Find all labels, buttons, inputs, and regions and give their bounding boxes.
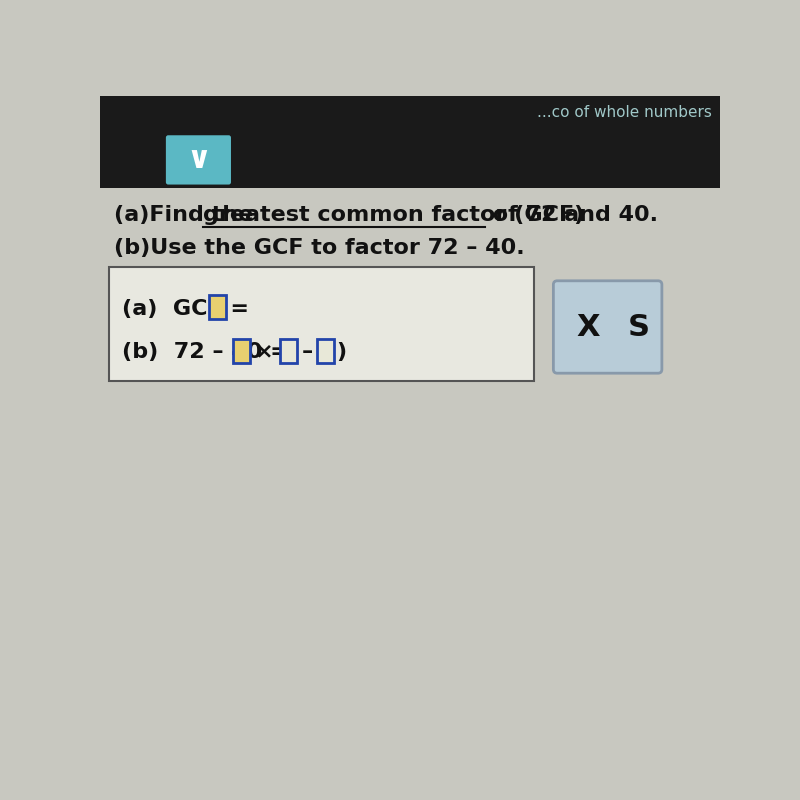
- FancyBboxPatch shape: [110, 267, 534, 381]
- FancyBboxPatch shape: [100, 96, 720, 126]
- Text: ...co of whole numbers: ...co of whole numbers: [538, 106, 712, 121]
- Text: (b)  72 – 40 =: (b) 72 – 40 =: [122, 342, 296, 362]
- FancyBboxPatch shape: [100, 126, 720, 188]
- Text: –: –: [302, 342, 313, 362]
- Text: ): ): [336, 342, 346, 362]
- Text: ∨: ∨: [186, 146, 211, 174]
- Text: (b)Use the GCF to factor 72 – 40.: (b)Use the GCF to factor 72 – 40.: [114, 238, 525, 258]
- Text: (a)Find the: (a)Find the: [114, 205, 261, 225]
- Text: of 72 and 40.: of 72 and 40.: [485, 205, 658, 225]
- Text: × (: × (: [255, 342, 292, 362]
- FancyBboxPatch shape: [280, 338, 297, 363]
- FancyBboxPatch shape: [209, 294, 226, 319]
- FancyBboxPatch shape: [234, 338, 250, 363]
- Text: S: S: [628, 313, 650, 342]
- Text: (a)  GCF =: (a) GCF =: [122, 298, 257, 318]
- FancyBboxPatch shape: [554, 281, 662, 373]
- Text: greatest common factor (GCF): greatest common factor (GCF): [203, 205, 584, 225]
- FancyBboxPatch shape: [317, 338, 334, 363]
- Text: X: X: [577, 313, 600, 342]
- FancyBboxPatch shape: [100, 188, 720, 712]
- FancyBboxPatch shape: [166, 135, 231, 185]
